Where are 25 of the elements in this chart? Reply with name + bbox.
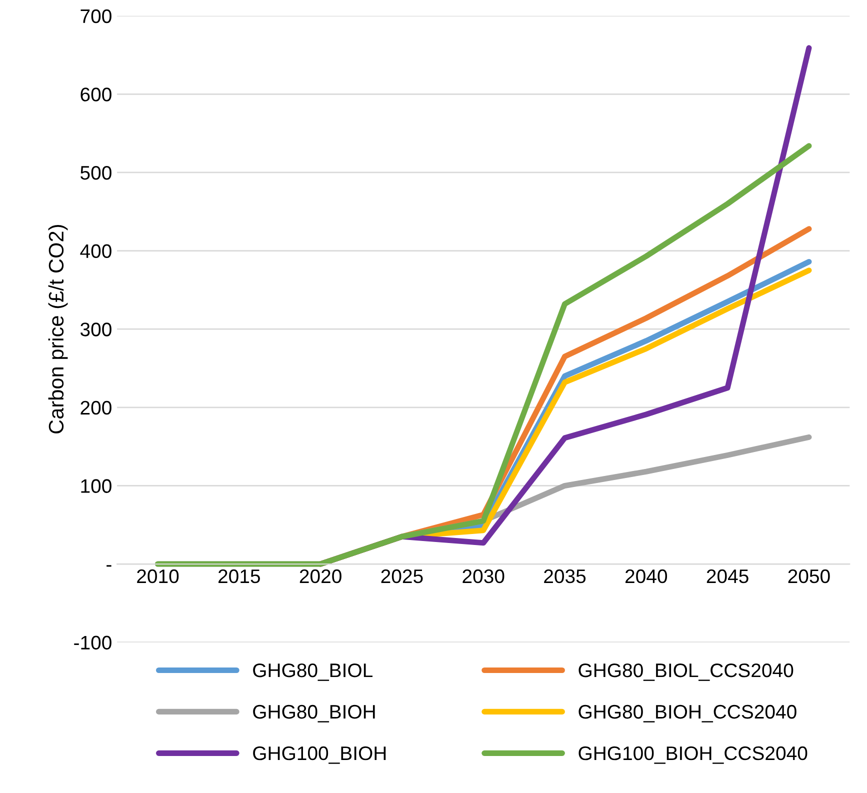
y-axis-title: Carbon price (£/t CO2)	[48, 225, 68, 434]
x-tick-label: 2020	[300, 569, 342, 584]
y-tick-label: 200	[80, 400, 112, 415]
y-tick-label: 300	[80, 322, 112, 336]
x-tick-label: 2010	[137, 569, 179, 584]
x-tick-label: 2030	[462, 569, 504, 584]
x-tick-label: 2050	[788, 569, 830, 584]
legend-label: GHG100_BIOH_CCS2040	[578, 746, 808, 764]
y-tick-label: 400	[80, 244, 112, 258]
y-tick-label: -	[106, 565, 112, 567]
x-tick-label: 2040	[626, 569, 668, 584]
x-tick-label: 2015	[218, 569, 260, 584]
legend-label: GHG80_BIOH	[253, 704, 375, 722]
legend-label: GHG80_BIOL_CCS2040	[578, 663, 794, 681]
legend-label: GHG80_BIOL	[253, 663, 372, 681]
legend-label: GHG80_BIOH_CCS2040	[578, 704, 796, 722]
y-tick-label: 500	[80, 166, 112, 180]
y-tick-label: 700	[80, 9, 112, 24]
y-tick-label: -100	[74, 636, 112, 650]
x-tick-label: 2045	[706, 569, 748, 584]
y-tick-label: 100	[81, 479, 112, 493]
legend-label: GHG100_BIOH	[253, 746, 386, 764]
x-tick-label: 2025	[381, 569, 423, 584]
y-tick-label: 600	[80, 88, 112, 102]
x-tick-label: 2035	[544, 569, 586, 584]
